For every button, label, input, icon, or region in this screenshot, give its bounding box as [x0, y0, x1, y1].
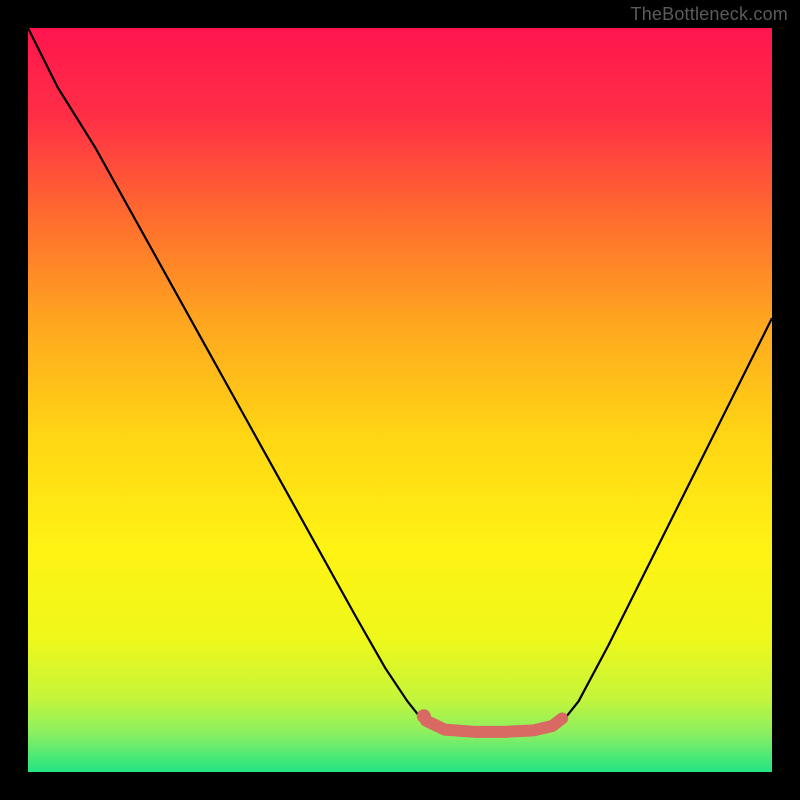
attribution-text: TheBottleneck.com: [631, 4, 788, 25]
chart-svg: [0, 0, 800, 800]
bottleneck-chart: TheBottleneck.com: [0, 0, 800, 800]
optimal-range-start-dot: [417, 709, 431, 723]
plot-area: [28, 28, 772, 772]
